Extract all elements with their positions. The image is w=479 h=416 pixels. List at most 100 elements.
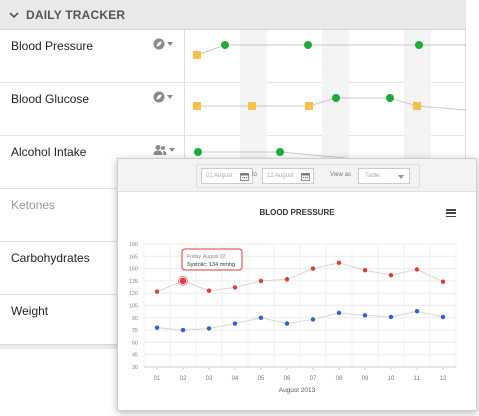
to-date-field[interactable]: 12 August	[262, 168, 314, 184]
hamburger-menu-icon[interactable]	[446, 209, 456, 217]
x-tick-label: 05	[258, 376, 265, 382]
tooltip-highlight-ring	[178, 275, 188, 286]
systolic-point	[154, 289, 160, 294]
glucose-marker-orange	[193, 102, 201, 110]
x-tick-label: 01	[154, 376, 161, 382]
row-label: Blood Glucose	[11, 92, 90, 106]
calendar-icon[interactable]	[240, 172, 249, 181]
glucose-marker-green[interactable]	[332, 94, 340, 102]
glucose-marker-green[interactable]	[386, 94, 394, 102]
leaf-icon[interactable]	[153, 37, 175, 51]
bp-marker-orange	[193, 51, 201, 59]
chevron-down-icon	[398, 175, 404, 179]
systolic-point	[362, 268, 368, 273]
row-label: Weight	[11, 304, 49, 318]
x-tick-label: 07	[310, 376, 317, 382]
glucose-marker-orange	[413, 102, 421, 110]
series-line	[156, 310, 444, 331]
y-tick-label: 120	[129, 291, 138, 297]
view-as-value: Table	[365, 173, 380, 179]
diastolic-point	[414, 309, 420, 314]
diastolic-point	[154, 325, 160, 330]
systolic-point	[388, 272, 394, 278]
caret-down-icon	[167, 95, 173, 99]
x-axis-title: August 2013	[279, 387, 316, 394]
calendar-icon[interactable]	[301, 172, 310, 181]
tracker-row-blood-glucose[interactable]: Blood Glucose	[0, 83, 466, 136]
diastolic-point	[284, 321, 290, 326]
diastolic-point	[206, 326, 212, 331]
systolic-point	[414, 267, 420, 272]
chart-title: BLOOD PRESSURE	[259, 208, 335, 217]
systolic-point	[232, 285, 238, 290]
x-tick-label: 11	[414, 376, 421, 382]
y-tick-label: 165	[129, 254, 138, 260]
y-tick-label: 60	[132, 340, 138, 346]
y-tick-label: 180	[129, 242, 138, 248]
y-tick-label: 75	[132, 328, 138, 334]
alcohol-marker-green[interactable]	[194, 148, 202, 156]
toolbar-group	[196, 164, 420, 188]
caret-down-icon	[169, 148, 175, 152]
tooltip-box	[181, 248, 243, 271]
x-tick-label: 03	[206, 376, 213, 382]
row-label: Alcohol Intake	[11, 145, 87, 159]
y-tick-label: 105	[129, 304, 138, 310]
glucose-marker-orange	[248, 102, 256, 110]
systolic-point	[179, 277, 187, 285]
y-tick-label: 135	[129, 279, 138, 285]
x-tick-label: 04	[232, 376, 239, 382]
tracker-row-blood-pressure[interactable]: Blood Pressure	[0, 30, 466, 83]
view-as-label: View as	[330, 172, 351, 178]
alcohol-marker-green[interactable]	[276, 148, 284, 156]
systolic-point	[206, 288, 212, 293]
view-as-select[interactable]: Table	[358, 168, 410, 184]
people-icon[interactable]	[153, 143, 175, 157]
x-tick-label: 02	[180, 376, 187, 382]
x-tick-label: 09	[362, 376, 369, 382]
bp-marker-green[interactable]	[221, 41, 229, 49]
to-date-value: 12 August	[267, 173, 294, 179]
from-date-value: 01 August	[206, 173, 233, 179]
caret-down-icon	[167, 42, 173, 46]
diastolic-point	[258, 315, 264, 320]
row-label: Carbohydrates	[11, 251, 90, 265]
bp-marker-green[interactable]	[304, 41, 312, 49]
tooltip-title: Friday, August 02	[187, 254, 226, 260]
chart-toolbar: 01 August to 12 August View as Table	[118, 159, 476, 192]
systolic-point	[336, 260, 342, 266]
diastolic-point	[362, 313, 368, 318]
tooltip-text: Systolic: 134 mmhg	[187, 262, 235, 268]
diastolic-point	[388, 314, 394, 320]
glucose-marker-orange	[305, 102, 313, 110]
tracker-header[interactable]: DAILY TRACKER	[0, 0, 466, 30]
systolic-point	[440, 279, 446, 284]
row-label: Blood Pressure	[11, 39, 94, 53]
blood-pressure-chart-popup: 01 August to 12 August View as Table BLO…	[117, 158, 477, 411]
bp-marker-green[interactable]	[415, 41, 423, 49]
systolic-point	[284, 277, 290, 282]
x-tick-label: 10	[388, 376, 395, 382]
x-tick-label: 08	[336, 376, 343, 382]
diastolic-point	[180, 327, 186, 333]
from-date-field[interactable]: 01 August	[201, 168, 253, 184]
y-tick-label: 45	[132, 353, 138, 359]
y-tick-label: 150	[129, 267, 138, 273]
y-tick-label: 30	[132, 365, 138, 371]
x-tick-label: 06	[284, 376, 291, 382]
to-label: to	[252, 172, 258, 178]
chevron-down-icon[interactable]	[2, 0, 26, 30]
y-tick-label: 90	[132, 316, 138, 322]
blood-pressure-chart: 30 45 60 75 90 105 120 135 150 165 180 01 02 03 04 05 06…	[129, 242, 457, 394]
x-tick-label: 12	[440, 376, 447, 382]
leaf-icon[interactable]	[153, 90, 175, 104]
diastolic-point	[232, 321, 238, 326]
systolic-point	[310, 266, 316, 271]
row-label: Ketones	[11, 198, 56, 212]
diastolic-point	[440, 314, 446, 320]
diastolic-point	[336, 310, 342, 316]
systolic-point	[258, 278, 264, 284]
series-line	[156, 262, 444, 293]
diastolic-point	[310, 317, 316, 322]
tracker-title: DAILY TRACKER	[26, 7, 126, 22]
